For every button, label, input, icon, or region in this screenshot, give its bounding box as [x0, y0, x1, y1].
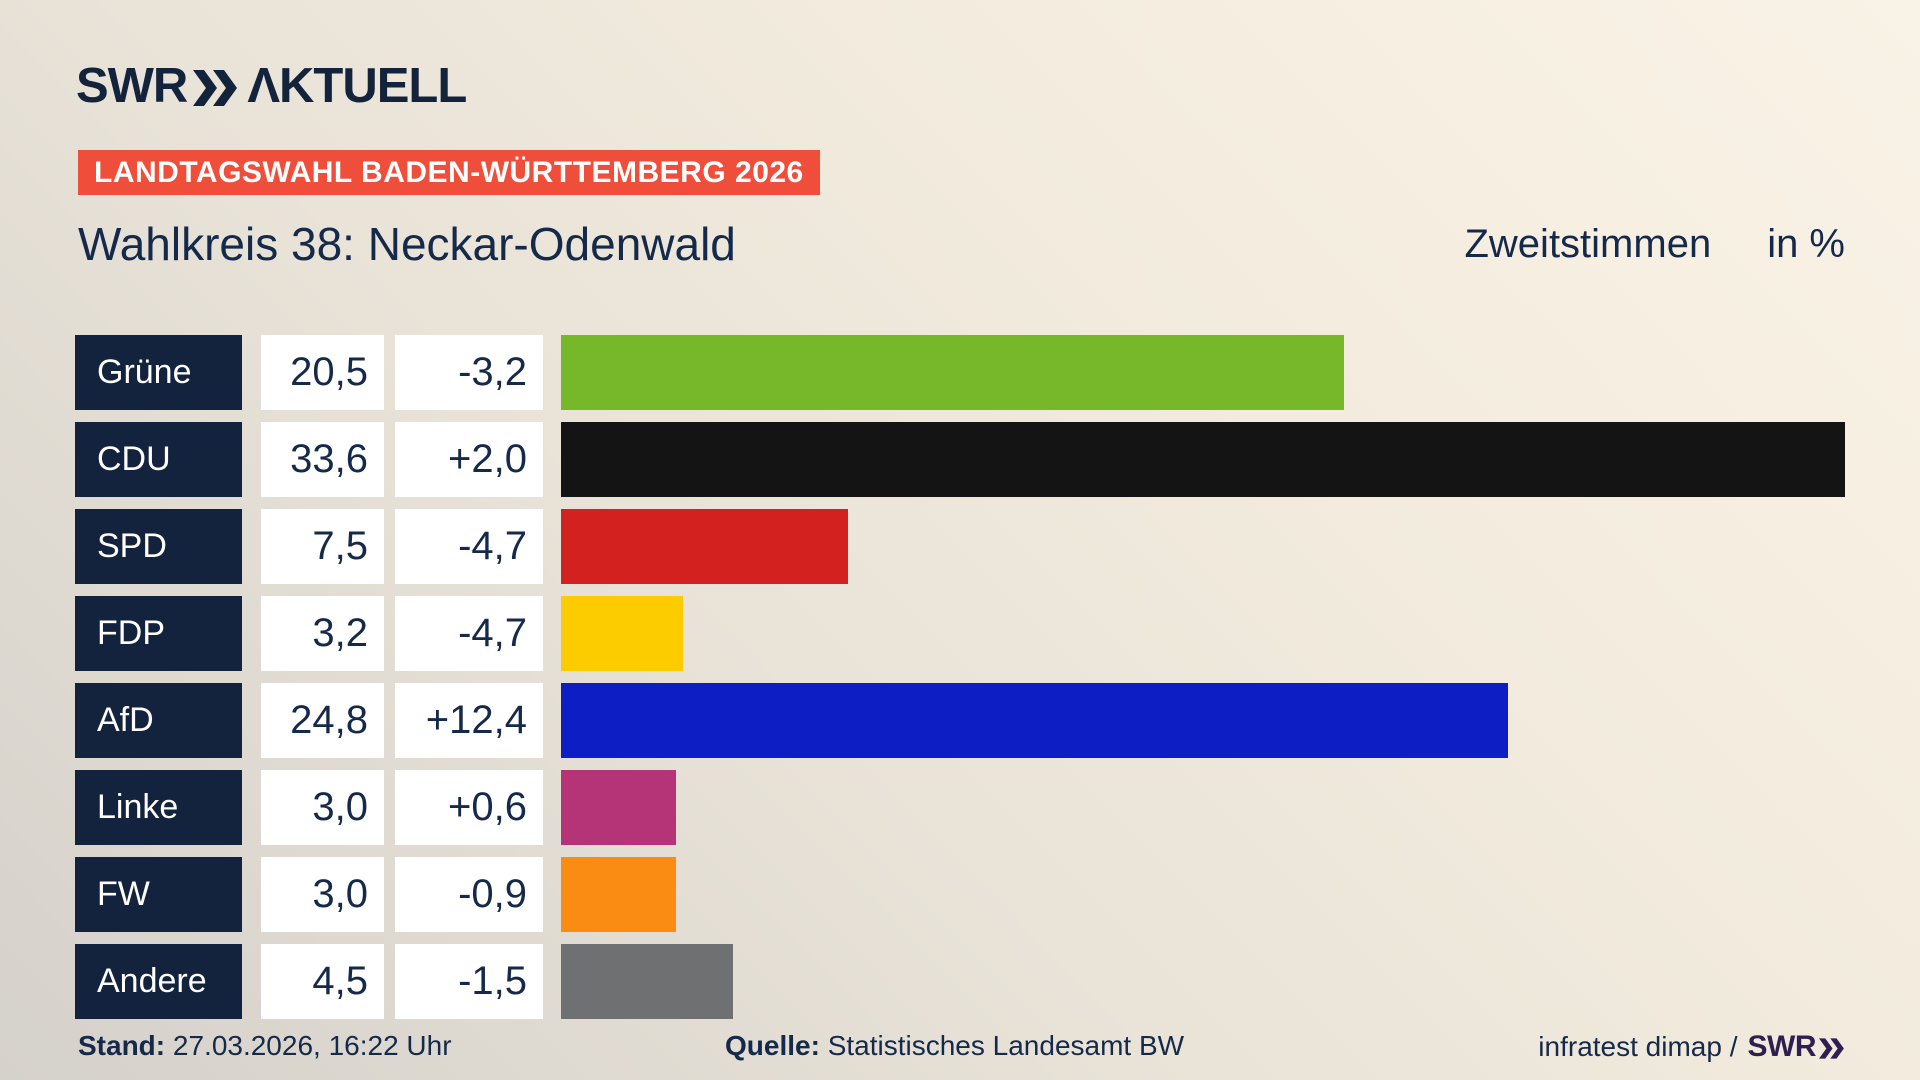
party-label: AfD [75, 683, 242, 758]
table-row: FDP 3,2 -4,7 [75, 596, 1845, 671]
value-cell: 20,5 [261, 335, 384, 410]
change-cell: -3,2 [395, 335, 543, 410]
swr-credit-logo: SWR [1748, 1030, 1846, 1064]
credit-logo-text: SWR [1747, 1030, 1817, 1063]
bar-gruene [561, 335, 1344, 410]
party-label: SPD [75, 509, 242, 584]
table-row: FW 3,0 -0,9 [75, 857, 1845, 932]
source-note: Quelle: Statistisches Landesamt BW [725, 1030, 1184, 1062]
bar-cdu [561, 422, 1845, 497]
status-timestamp: Stand: 27.03.2026, 16:22 Uhr [78, 1030, 452, 1062]
logo-chevrons-icon [193, 69, 238, 106]
credit-chevrons-icon [1819, 1037, 1844, 1059]
value-cell: 3,0 [261, 770, 384, 845]
table-row: Andere 4,5 -1,5 [75, 944, 1845, 1019]
credit-note: infratest dimap / SWR [1538, 1030, 1845, 1064]
bar-afd [561, 683, 1508, 758]
party-label: Linke [75, 770, 242, 845]
party-label: FDP [75, 596, 242, 671]
value-cell: 33,6 [261, 422, 384, 497]
swr-aktuell-logo: SWR ΛKTUELL [76, 58, 467, 114]
party-label: FW [75, 857, 242, 932]
change-cell: +0,6 [395, 770, 543, 845]
stand-label: Stand: [78, 1030, 166, 1061]
bar-linke [561, 770, 676, 845]
credit-text: infratest dimap / [1538, 1031, 1738, 1062]
change-cell: -1,5 [395, 944, 543, 1019]
stand-value: 27.03.2026, 16:22 Uhr [172, 1030, 452, 1061]
bar-spd [561, 509, 848, 584]
bar-fdp [561, 596, 683, 671]
table-row: AfD 24,8 +12,4 [75, 683, 1845, 758]
quelle-label: Quelle: [725, 1030, 820, 1061]
vote-type-label: Zweitstimmen [1464, 222, 1712, 266]
value-cell: 7,5 [261, 509, 384, 584]
table-row: Linke 3,0 +0,6 [75, 770, 1845, 845]
bar-fw [561, 857, 676, 932]
logo-swr-text: SWR [76, 59, 188, 113]
change-cell: -0,9 [395, 857, 543, 932]
page-title: Wahlkreis 38: Neckar-Odenwald [78, 218, 736, 270]
party-label: Grüne [75, 335, 242, 410]
value-cell: 4,5 [261, 944, 384, 1019]
unit-label: in % [1767, 222, 1845, 266]
vote-type-header: Zweitstimmen in % [1464, 222, 1845, 267]
party-label: Andere [75, 944, 242, 1019]
table-row: SPD 7,5 -4,7 [75, 509, 1845, 584]
party-label: CDU [75, 422, 242, 497]
quelle-value: Statistisches Landesamt BW [827, 1030, 1185, 1061]
table-row: CDU 33,6 +2,0 [75, 422, 1845, 497]
change-cell: +2,0 [395, 422, 543, 497]
table-row: Grüne 20,5 -3,2 [75, 335, 1845, 410]
change-cell: -4,7 [395, 509, 543, 584]
logo-aktuell-text: ΛKTUELL [247, 59, 467, 113]
value-cell: 3,0 [261, 857, 384, 932]
change-cell: +12,4 [395, 683, 543, 758]
results-table: Grüne 20,5 -3,2 CDU 33,6 +2,0 SPD 7,5 -4… [75, 335, 1845, 1031]
value-cell: 3,2 [261, 596, 384, 671]
election-banner: LANDTAGSWAHL BADEN-WÜRTTEMBERG 2026 [78, 150, 820, 195]
bar-andere [561, 944, 733, 1019]
value-cell: 24,8 [261, 683, 384, 758]
change-cell: -4,7 [395, 596, 543, 671]
